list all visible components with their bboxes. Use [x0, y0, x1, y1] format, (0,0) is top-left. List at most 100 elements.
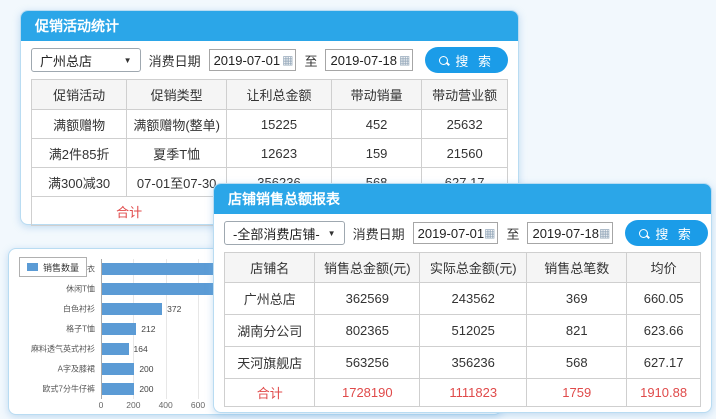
- bar[interactable]: [102, 263, 217, 275]
- date-to-value: 2019-07-18: [330, 52, 397, 68]
- bar-category-label: 欧式7分牛仔裤: [42, 384, 95, 394]
- cell: 568: [526, 346, 628, 379]
- y-axis-line: [101, 259, 102, 399]
- bar-value-label: 200: [139, 384, 154, 394]
- cell: 21560: [421, 138, 508, 168]
- cell: 12623: [226, 138, 332, 168]
- cell: 湖南分公司: [223, 314, 316, 347]
- date-from-value: 2019-07-01: [417, 225, 485, 241]
- table-row[interactable]: 天河旗舰店 563256 356236 568 627.17: [223, 346, 701, 379]
- column-header: 销售总金额(元): [314, 252, 421, 283]
- bar-category-label: 休闲T恤: [66, 284, 95, 294]
- date-label: 消费日期: [352, 226, 405, 242]
- total-cell: 1728190: [314, 378, 421, 407]
- cell: 660.05: [626, 282, 701, 315]
- bar-category-label: A字及膝裙: [57, 364, 95, 374]
- column-header: 促销活动: [30, 79, 128, 110]
- date-to-label: 至: [506, 226, 520, 242]
- bar[interactable]: [102, 343, 129, 355]
- promotion-stats-toolbar: 广州总店 ▼ 消费日期 2019-07-01 ▦ 至 2019-07-18 ▦ …: [21, 41, 518, 79]
- cell: 369: [526, 282, 628, 315]
- bar-value-label: 212: [141, 324, 156, 334]
- cell: 452: [330, 109, 423, 139]
- column-header: 实际总金额(元): [419, 252, 528, 283]
- table-header-row: 店铺名 销售总金额(元) 实际总金额(元) 销售总笔数 均价: [223, 252, 701, 283]
- legend-label: 销售数量: [43, 262, 80, 273]
- store-filter-select[interactable]: -全部消费店铺- ▼: [224, 221, 345, 245]
- bar[interactable]: [102, 323, 137, 335]
- search-button[interactable]: 搜 索: [625, 220, 708, 246]
- table-row[interactable]: 湖南分公司 802365 512025 821 623.66: [223, 314, 701, 347]
- bar[interactable]: [102, 283, 217, 295]
- x-axis: 0 200 400 600: [98, 400, 495, 412]
- gridline: [198, 259, 199, 399]
- x-tick-label: 600: [190, 400, 206, 410]
- bar[interactable]: [102, 383, 135, 395]
- calendar-icon[interactable]: ▦: [598, 226, 611, 240]
- date-to-input[interactable]: 2019-07-18 ▦: [325, 49, 414, 71]
- cell: 满额赠物(整单): [126, 109, 228, 139]
- store-select[interactable]: 广州总店 ▼: [31, 48, 141, 72]
- chevron-down-icon: ▼: [327, 228, 336, 238]
- x-tick-label: 0: [98, 400, 104, 410]
- store-sales-title: 店铺销售总额报表: [228, 191, 340, 207]
- store-filter-value: -全部消费店铺-: [233, 226, 320, 242]
- column-header: 让利总金额: [226, 79, 332, 110]
- bar-row: 麻料透气英式衬衫 164: [31, 339, 495, 359]
- total-cell: 1910.88: [626, 378, 701, 407]
- store-sales-table: 店铺名 销售总金额(元) 实际总金额(元) 销售总笔数 均价 广州总店 3625…: [223, 252, 701, 407]
- column-header: 销售总笔数: [526, 252, 628, 283]
- chevron-down-icon: ▼: [123, 55, 132, 65]
- cell: 25632: [421, 109, 508, 139]
- table-row[interactable]: 满300减30 07-01至07-30 356236 568 627.17: [30, 167, 508, 197]
- column-header: 带动销量: [330, 79, 423, 110]
- table-row[interactable]: 满额赠物 满额赠物(整单) 15225 452 25632: [30, 109, 508, 139]
- bar-row: 格子T恤 212: [66, 319, 495, 339]
- search-button[interactable]: 搜 索: [425, 47, 508, 73]
- legend-swatch: [27, 263, 38, 271]
- cell: 802365: [314, 314, 421, 347]
- cell: 满2件85折: [30, 138, 128, 168]
- store-sales-toolbar: -全部消费店铺- ▼ 消费日期 2019-07-01 ▦ 至 2019-07-1…: [214, 214, 711, 252]
- calendar-icon[interactable]: ▦: [282, 53, 294, 67]
- bar-row: 白色衬衫 372: [63, 299, 495, 319]
- date-from-input[interactable]: 2019-07-01 ▦: [412, 222, 499, 244]
- bar-value-label: 200: [139, 364, 154, 374]
- cell: 天河旗舰店: [223, 346, 316, 379]
- store-sales-titlebar: 店铺销售总额报表: [214, 184, 711, 214]
- bar-row: A字及膝裙 200: [58, 359, 495, 379]
- bar-category-label: 格子T恤: [66, 324, 95, 334]
- search-button-label: 搜 索: [655, 226, 694, 242]
- bar-row: 休闲T恤: [66, 279, 495, 299]
- table-row[interactable]: 广州总店 362569 243562 369 660.05: [223, 282, 701, 315]
- cell: 15225: [226, 109, 332, 139]
- date-from-input[interactable]: 2019-07-01 ▦: [208, 49, 297, 71]
- cell: 满额赠物: [30, 109, 128, 139]
- calendar-icon[interactable]: ▦: [484, 226, 496, 240]
- gridline: [165, 259, 167, 399]
- table-row[interactable]: 满2件85折 夏季T恤 12623 159 21560: [30, 138, 508, 168]
- promotion-stats-title: 促销活动统计: [35, 18, 119, 34]
- search-icon: [639, 228, 649, 238]
- bar-value-label: 164: [133, 344, 148, 354]
- date-label: 消费日期: [148, 53, 201, 69]
- bar[interactable]: [102, 363, 135, 375]
- date-from-value: 2019-07-01: [213, 52, 281, 68]
- bar[interactable]: [102, 303, 163, 315]
- search-button-label: 搜 索: [455, 53, 494, 69]
- total-cell: 1111823: [419, 378, 528, 407]
- bar-value-label: 372: [167, 304, 182, 314]
- x-tick-label: 400: [158, 400, 173, 410]
- calendar-icon[interactable]: ▦: [399, 53, 411, 67]
- total-cell: 1759: [526, 378, 628, 407]
- table-header-row: 促销活动 促销类型 让利总金额 带动销量 带动营业额: [30, 79, 508, 110]
- column-header: 店铺名: [223, 252, 316, 283]
- bar-row: 欧式7分牛仔裤 200: [43, 379, 495, 399]
- date-to-input[interactable]: 2019-07-18 ▦: [527, 222, 614, 244]
- date-to-value: 2019-07-18: [532, 225, 599, 241]
- column-header: 均价: [626, 252, 701, 283]
- cell: 623.66: [626, 314, 701, 347]
- store-sales-report-window: 店铺销售总额报表 -全部消费店铺- ▼ 消费日期 2019-07-01 ▦ 至 …: [213, 183, 712, 413]
- promotion-stats-titlebar: 促销活动统计: [21, 11, 518, 41]
- bar-plot: 防晒衣休闲T恤白色衬衫372格子T恤212麻料透气英式衬衫164A字及膝裙200…: [31, 259, 495, 399]
